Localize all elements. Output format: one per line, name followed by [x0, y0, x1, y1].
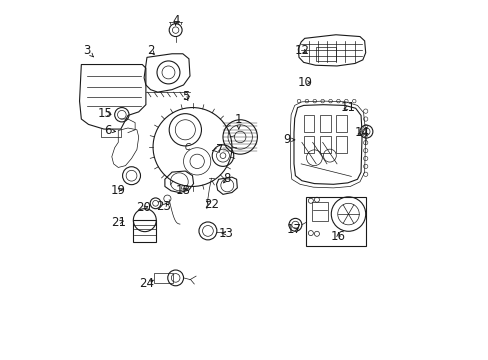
Text: 5: 5: [181, 90, 189, 103]
Text: 1: 1: [235, 113, 242, 129]
Text: 17: 17: [286, 223, 301, 236]
Bar: [133, 220, 156, 242]
Bar: [335, 115, 346, 132]
Text: 14: 14: [354, 126, 369, 139]
Text: 11: 11: [340, 101, 355, 114]
Bar: [319, 115, 330, 132]
Text: 16: 16: [330, 230, 345, 243]
Bar: [319, 136, 330, 153]
Text: 8: 8: [223, 172, 230, 185]
Text: 6: 6: [103, 124, 115, 137]
Text: 2: 2: [146, 44, 154, 57]
Text: 12: 12: [294, 44, 309, 57]
Text: 10: 10: [297, 76, 311, 89]
Text: 3: 3: [83, 44, 93, 57]
Bar: [316, 47, 335, 61]
Text: 9: 9: [283, 133, 294, 146]
Text: 15: 15: [98, 107, 113, 120]
Text: 19: 19: [111, 184, 125, 197]
Text: 20: 20: [136, 202, 150, 215]
Text: 21: 21: [111, 216, 125, 229]
Text: 7: 7: [212, 143, 223, 156]
Text: 4: 4: [172, 14, 179, 27]
Bar: [305, 197, 366, 246]
Bar: [303, 115, 314, 132]
Bar: [154, 273, 172, 283]
Bar: [303, 136, 314, 153]
Text: 22: 22: [203, 198, 219, 211]
Bar: [335, 136, 346, 153]
Text: C: C: [184, 143, 190, 152]
Text: 24: 24: [139, 277, 154, 290]
Text: 13: 13: [219, 226, 234, 239]
Text: 23: 23: [156, 201, 171, 213]
Bar: [311, 202, 327, 221]
Text: 18: 18: [176, 184, 191, 197]
